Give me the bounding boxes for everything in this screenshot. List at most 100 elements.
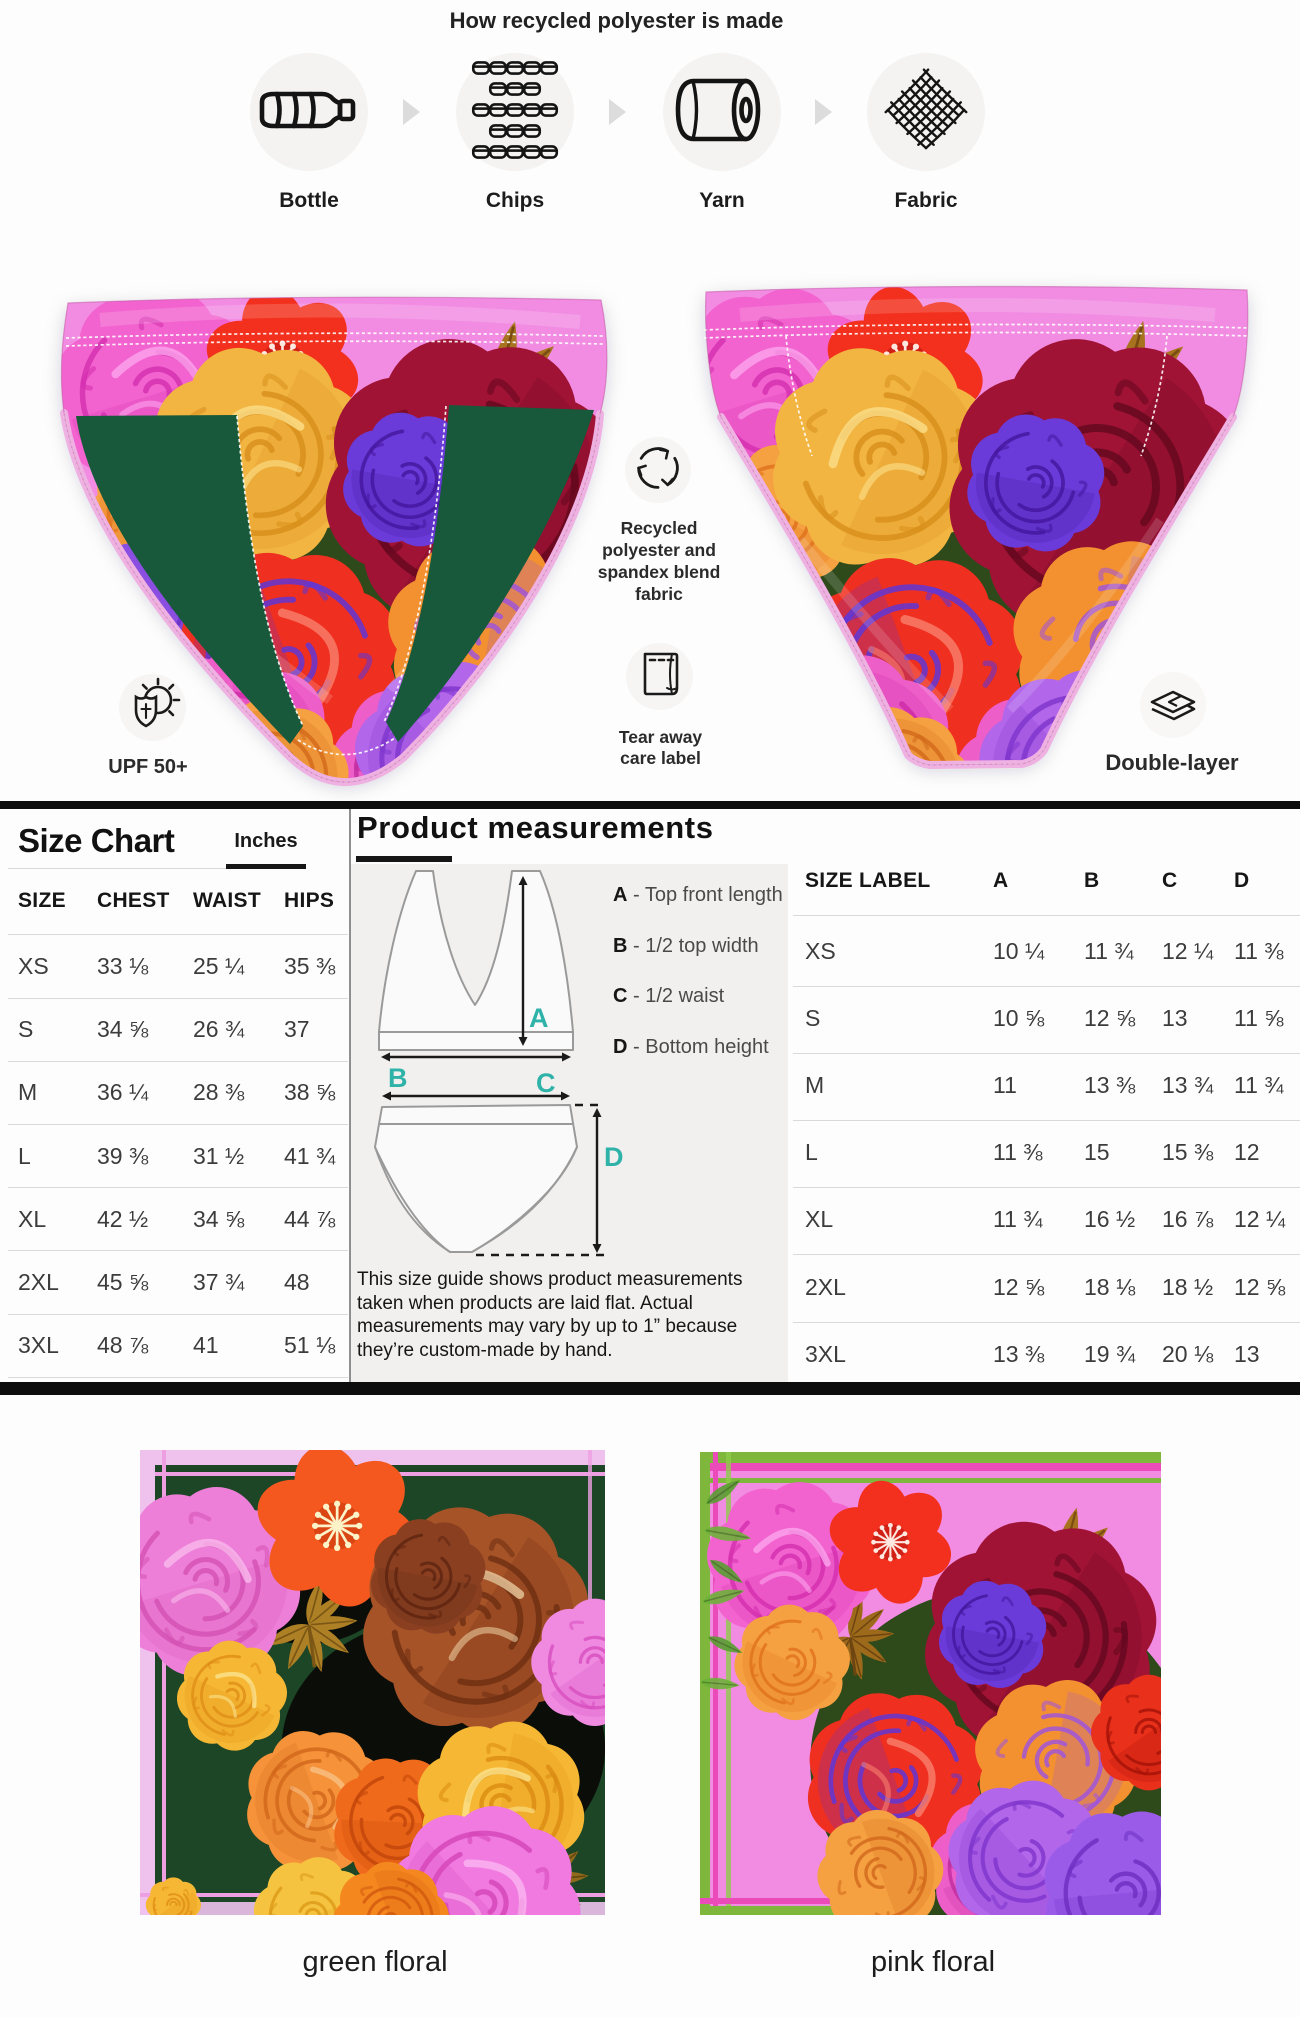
row-divider: [793, 915, 1300, 916]
size-chart-cell-size: L: [18, 1142, 31, 1169]
arrow-right-icon: [609, 99, 626, 125]
measurement-cell-label: M: [805, 1072, 825, 1099]
measurement-cell-b: 18 ⅛: [1084, 1273, 1136, 1300]
size-chart-cell-hips: 44 ⅞: [284, 1205, 336, 1232]
step-label-chips: Chips: [485, 189, 545, 212]
double-layer-label: Double-layer: [1105, 750, 1239, 775]
measurement-cell-b: 13 ⅜: [1084, 1072, 1136, 1099]
measurement-cell-d: 11 ⅝: [1234, 1005, 1284, 1032]
row-divider: [8, 1376, 348, 1378]
measurement-cell-c: 15 ⅜: [1162, 1139, 1214, 1166]
measurement-cell-a: 10 ¼: [993, 938, 1045, 964]
size-chart-title: Size Chart: [18, 822, 175, 859]
process-title: How recycled polyester is made: [449, 8, 784, 33]
care-label-icon: [636, 650, 684, 703]
step-label-bottle: Bottle: [279, 189, 339, 212]
swatch-pink-floral: [700, 1452, 1161, 1915]
upf-label: UPF 50+: [108, 756, 188, 778]
legend-key: C: [613, 985, 628, 1008]
bikini-measurement-diagram: A B C D: [374, 870, 624, 1257]
measurement-cell-a: 13 ⅜: [993, 1340, 1045, 1367]
legend-row: A - Top front length: [613, 884, 783, 906]
size-chart-cell-waist: 28 ⅜: [193, 1079, 245, 1106]
legend-row: C - 1/2 waist: [613, 985, 725, 1008]
process-step-bottle: [250, 53, 368, 171]
product-measurements-underline: [356, 856, 452, 862]
measurement-cell-c: 16 ⅞: [1162, 1206, 1214, 1233]
size-chart-cell-size: 3XL: [18, 1332, 59, 1359]
measurement-cell-d: 12: [1234, 1139, 1260, 1166]
process-step-yarn: [663, 53, 781, 171]
measurement-cell-d: 11 ¾: [1234, 1072, 1284, 1099]
size-chart-col-header: WAIST: [193, 889, 261, 912]
row-divider: [793, 1321, 1300, 1323]
measurement-cell-label: XL: [805, 1206, 834, 1233]
measurement-cell-a: 12 ⅝: [993, 1273, 1045, 1300]
measurement-col-header: C: [1162, 869, 1178, 892]
legend-key: A: [613, 884, 628, 906]
step-label-yarn: Yarn: [699, 189, 745, 212]
measurement-cell-d: 13: [1234, 1340, 1260, 1367]
size-guide-note: This size guide shows product measuremen…: [357, 1269, 743, 1361]
measurement-col-header: A: [993, 869, 1009, 892]
size-chart-cell-size: 2XL: [18, 1269, 59, 1295]
size-chart-cell-waist: 37 ¾: [193, 1269, 245, 1295]
swatch-label-green: green floral: [302, 1946, 448, 1978]
row-divider: [8, 1250, 348, 1252]
size-chart-cell-waist: 26 ¾: [193, 1016, 245, 1043]
arrow-right-icon: [403, 99, 420, 125]
legend-row: D - Bottom height: [613, 1036, 769, 1059]
row-divider: [793, 1120, 1300, 1122]
size-chart-cell-chest: 42 ½: [97, 1205, 149, 1232]
size-chart-cell-hips: 38 ⅝: [284, 1079, 336, 1106]
row-divider: [8, 1123, 348, 1125]
size-chart-cell-chest: 33 ⅛: [97, 953, 149, 979]
size-chart-col-header: HIPS: [284, 889, 335, 912]
measurement-cell-a: 11 ⅜: [993, 1139, 1043, 1166]
measurement-cell-a: 10 ⅝: [993, 1005, 1045, 1032]
tab-inches[interactable]: Inches: [234, 830, 298, 852]
legend-key: D: [613, 1036, 628, 1059]
measurement-cell-b: 19 ¾: [1084, 1340, 1136, 1367]
divider: [8, 868, 226, 869]
size-chart-cell-hips: 35 ⅜: [284, 953, 336, 979]
size-chart-col-header: SIZE: [18, 889, 66, 912]
row-divider: [8, 1187, 348, 1189]
tab-inches-underline: [226, 864, 306, 869]
size-chart-cell-waist: 25 ¼: [193, 953, 245, 979]
measurement-cell-a: 11: [993, 1072, 1017, 1099]
size-chart-col-header: CHEST: [97, 889, 170, 912]
svg-text:B: B: [388, 1063, 408, 1093]
yarn-icon: [670, 58, 774, 167]
size-chart-cell-chest: 48 ⅞: [97, 1332, 149, 1359]
measurement-cell-c: 20 ⅛: [1162, 1340, 1214, 1367]
legend-row: B - 1/2 top width: [613, 934, 759, 957]
sun-shield-icon: [125, 677, 181, 738]
size-chart-cell-waist: 31 ½: [193, 1142, 245, 1169]
recycled-fabric-label: Recycled polyester and spandex blend fab…: [597, 518, 721, 604]
measurement-cell-c: 18 ½: [1162, 1273, 1214, 1300]
measurement-cell-d: 12 ⅝: [1234, 1273, 1286, 1300]
measurement-cell-b: 11 ¾: [1084, 938, 1134, 964]
section-divider-top: [0, 801, 1300, 809]
measurement-cell-label: XS: [805, 938, 836, 964]
measurement-col-header: SIZE LABEL: [805, 869, 931, 892]
process-step-fabric: [867, 53, 985, 171]
row-divider: [8, 1313, 348, 1315]
bottle-icon: [257, 58, 361, 167]
row-divider: [793, 1053, 1300, 1055]
row-divider: [8, 934, 348, 935]
size-chart-cell-hips: 41 ¾: [284, 1142, 336, 1169]
measurement-cell-label: L: [805, 1139, 818, 1166]
size-chart-cell-size: M: [18, 1079, 38, 1106]
upf-icon-circle: [119, 674, 186, 741]
care-label-icon-circle: [626, 643, 693, 710]
process-step-chips: [456, 53, 574, 171]
measurement-cell-a: 11 ¾: [993, 1206, 1043, 1233]
tear-away-label: Tear away care label: [618, 727, 703, 768]
measurement-cell-d: 11 ⅜: [1234, 938, 1284, 964]
measurement-cell-c: 12 ¼: [1162, 938, 1214, 964]
svg-text:D: D: [604, 1142, 624, 1172]
size-chart-cell-hips: 37: [284, 1016, 310, 1043]
measurement-cell-b: 15: [1084, 1139, 1110, 1166]
